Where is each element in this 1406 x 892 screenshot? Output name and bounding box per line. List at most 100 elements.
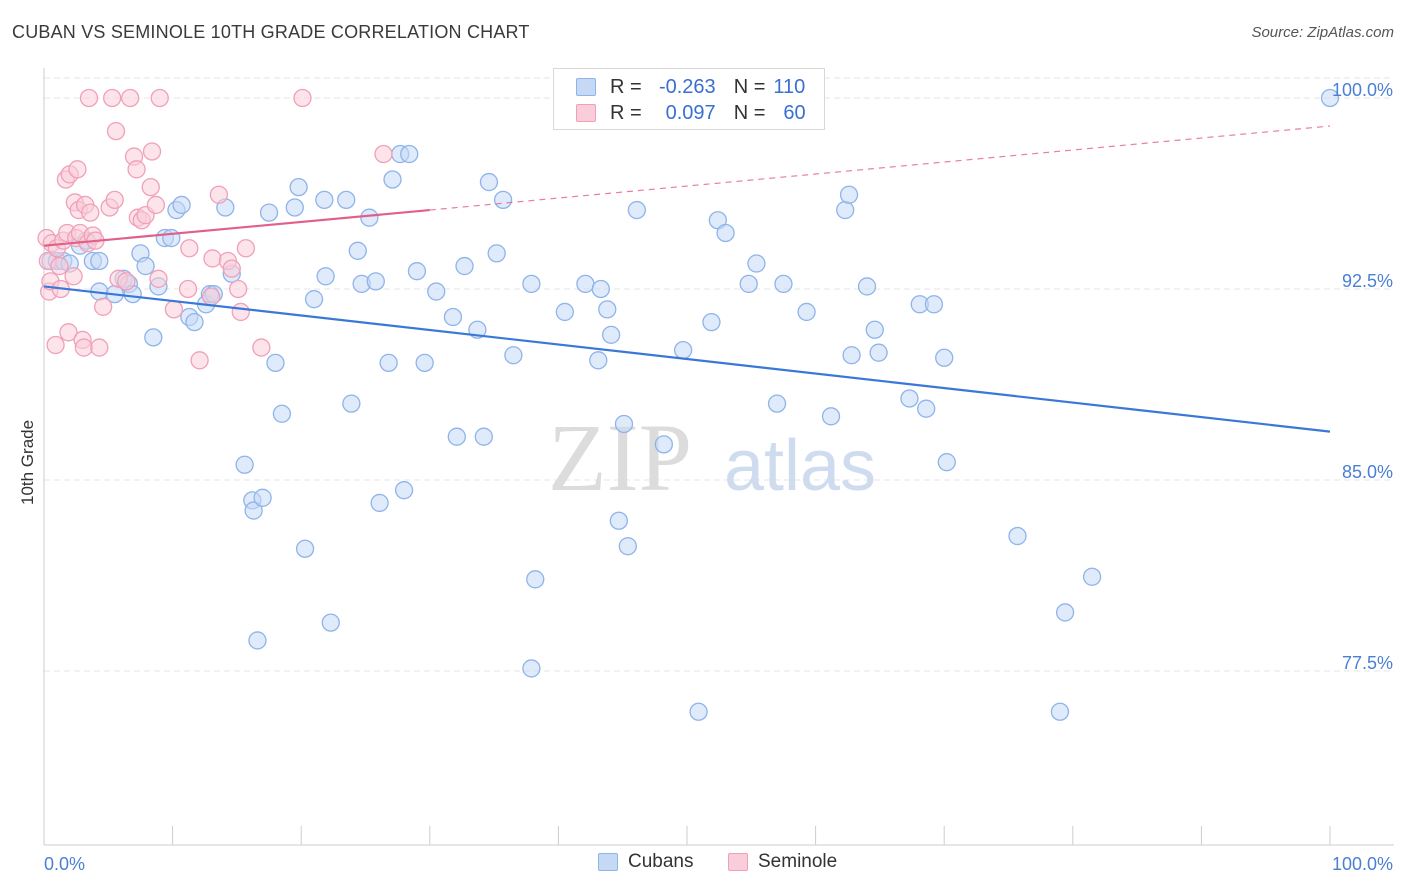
tick-labels: 77.5% 85.0% 92.5% 100.0% 0.0% 100.0% [44, 80, 1393, 874]
n-value: 60 [783, 101, 806, 124]
cubans-point [366, 272, 385, 291]
seminole-point [293, 88, 312, 108]
cubans-point [370, 493, 389, 513]
cubans-legend-label: Cubans [628, 851, 694, 872]
cubans-point [857, 277, 877, 296]
cubans-point [601, 325, 621, 344]
cubans-point [937, 453, 956, 472]
cubans-point [900, 389, 919, 408]
cubans-point [526, 570, 545, 589]
r-value: 0.097 [665, 101, 716, 124]
cubans-point [924, 295, 944, 314]
seminole-point [178, 279, 198, 299]
cubans-point [935, 348, 954, 367]
cubans-point [272, 404, 292, 423]
cubans-point [259, 203, 279, 222]
seminole-point [236, 239, 256, 258]
cubans-point [253, 488, 272, 507]
cubans-point [821, 407, 841, 426]
seminole-point [81, 203, 100, 222]
seminole-point [203, 249, 222, 268]
y-tick-label: 100.0% [1332, 80, 1393, 100]
seminole-point [127, 160, 146, 179]
data-points [37, 88, 1340, 721]
seminole-point [64, 267, 83, 286]
cubans-point [455, 256, 474, 276]
cubans-point [185, 312, 204, 332]
watermark: ZIP atlas [548, 404, 876, 511]
seminole-legend-swatch [728, 853, 748, 871]
cubans-point [285, 198, 304, 217]
cubans-point [618, 537, 637, 556]
cubans-point [739, 274, 758, 294]
cubans-point [90, 251, 109, 271]
r-label: R = [610, 101, 642, 124]
cubans-point [716, 223, 735, 243]
x-tick-label: 0.0% [44, 854, 85, 874]
cubans-point [869, 343, 888, 362]
seminole-point [374, 144, 393, 164]
cubans-point [522, 659, 541, 678]
seminole-point [106, 121, 126, 141]
seminole-point [105, 190, 124, 210]
cubans-point [591, 279, 610, 299]
cubans-point [235, 455, 254, 474]
cubans-point [1320, 88, 1340, 108]
seminole-swatch [576, 104, 596, 122]
cubans-point [407, 262, 427, 281]
grid-lines [44, 77, 1394, 672]
seminole-point [74, 338, 94, 357]
cubans-point [487, 244, 506, 263]
cubans-point [654, 435, 674, 454]
seminole-trend-line [43, 208, 430, 247]
seminole-legend-label: Seminole [758, 851, 838, 872]
cubans-point [342, 394, 361, 413]
cubans-point [673, 340, 693, 360]
seminole-point [149, 269, 168, 288]
cubans-point [248, 631, 267, 650]
r-value: -0.263 [658, 75, 716, 98]
cubans-point [295, 539, 315, 558]
cubans-point [839, 185, 859, 204]
cubans-point [627, 200, 646, 220]
cubans-point [474, 427, 493, 446]
cubans-point [415, 353, 434, 373]
source-label: Source: ZipAtlas.com [1251, 24, 1394, 41]
cubans-point [774, 274, 793, 294]
seminole-point [150, 88, 169, 108]
seminole-point [90, 338, 109, 357]
cubans-point [379, 353, 398, 373]
cubans-trend-line [43, 285, 1331, 433]
cubans-point [427, 282, 446, 301]
cubans-point [522, 274, 541, 294]
seminole-point [50, 256, 69, 276]
legend-row-cubans: R = -0.263 N = 110 [576, 74, 805, 100]
seminole-point [231, 302, 250, 322]
cubans-point [1082, 567, 1102, 586]
y-tick-label: 77.5% [1342, 653, 1393, 673]
seminole-point [68, 160, 87, 179]
x-tick-label: 100.0% [1332, 854, 1393, 874]
cubans-point [479, 172, 499, 192]
seminole-point [222, 259, 241, 278]
seminole-point [229, 279, 248, 299]
n-label: N = [733, 101, 766, 124]
cubans-point [797, 302, 816, 322]
cubans-point [836, 200, 855, 220]
correlation-legend: R = -0.263 N = 110 R = 0.097 N = 60 [553, 68, 825, 130]
cubans-point [598, 300, 617, 319]
cubans-point [144, 328, 163, 347]
cubans-point [244, 501, 263, 520]
cubans-point [555, 302, 574, 322]
cubans-point [589, 351, 608, 370]
seminole-point [146, 195, 166, 215]
seminole-point [94, 297, 113, 316]
legend-row-seminole: R = 0.097 N = 60 [576, 100, 806, 126]
seminole-point [121, 88, 140, 108]
cubans-point [842, 346, 861, 365]
cubans-point [266, 353, 285, 373]
seminole-point [142, 142, 162, 161]
cubans-point [1008, 526, 1027, 546]
seminole-point [103, 88, 122, 108]
